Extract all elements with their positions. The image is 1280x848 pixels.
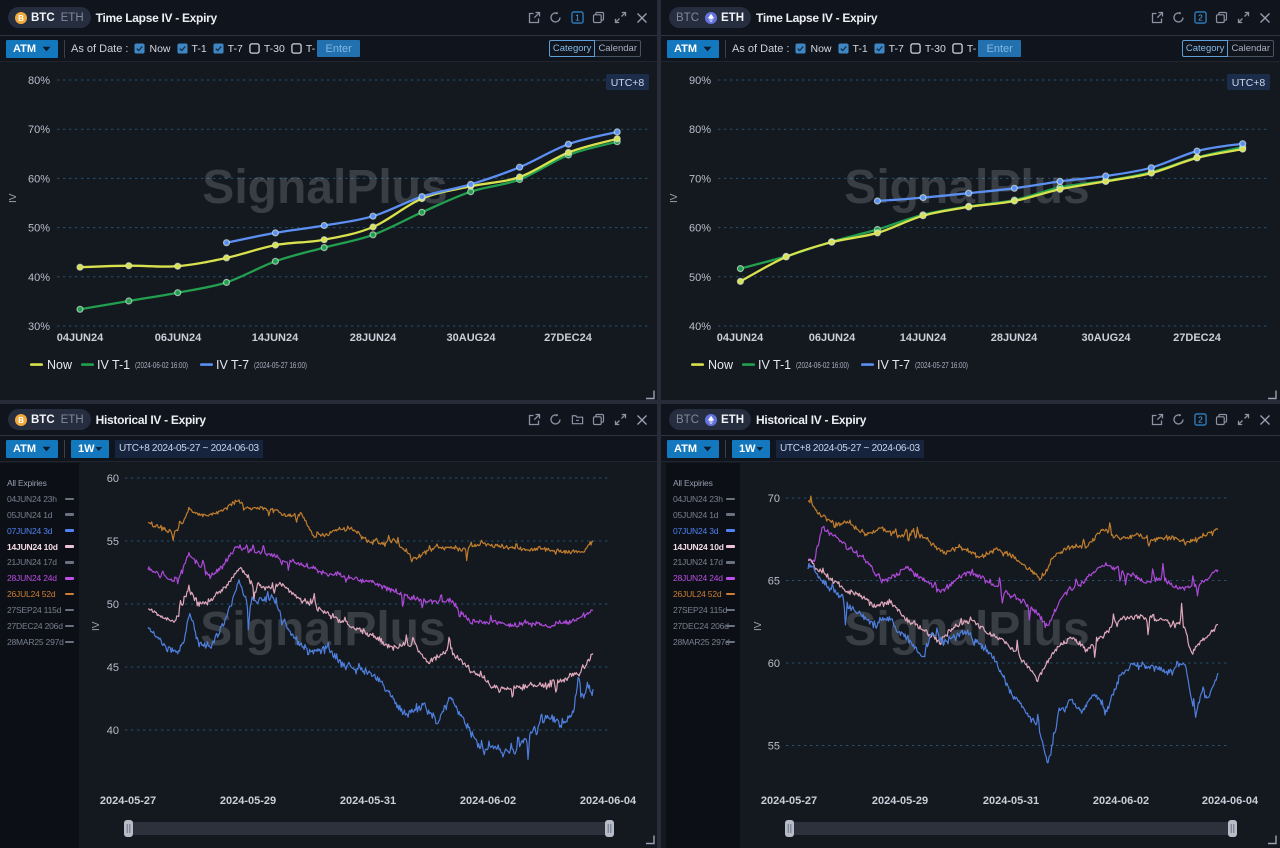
svg-text:(2024-05-27 16:00): (2024-05-27 16:00)	[915, 360, 968, 370]
svg-text:50: 50	[107, 599, 119, 611]
svg-text:45: 45	[107, 662, 119, 674]
svg-text:40%: 40%	[28, 272, 50, 284]
svg-text:40: 40	[107, 725, 119, 737]
svg-text:14JUN24: 14JUN24	[252, 332, 299, 344]
svg-text:55: 55	[768, 741, 780, 753]
svg-text:2024-05-27: 2024-05-27	[761, 795, 817, 807]
svg-text:2024-06-02: 2024-06-02	[460, 795, 516, 807]
svg-text:IV T-7: IV T-7	[877, 358, 910, 372]
svg-text:UTC+8: UTC+8	[1232, 77, 1266, 89]
svg-text:04JUN24: 04JUN24	[57, 332, 104, 344]
svg-text:60%: 60%	[689, 223, 711, 235]
svg-text:06JUN24: 06JUN24	[809, 332, 856, 344]
svg-text:1: 1	[575, 13, 580, 23]
svg-text:65: 65	[768, 576, 780, 588]
svg-text:2024-06-04: 2024-06-04	[1202, 795, 1259, 807]
svg-text:27DEC24: 27DEC24	[1173, 332, 1222, 344]
svg-text:Now: Now	[708, 358, 734, 372]
svg-text:30AUG24: 30AUG24	[1082, 332, 1132, 344]
svg-text:SignalPlus: SignalPlus	[202, 161, 447, 214]
svg-text:30%: 30%	[28, 321, 50, 333]
svg-text:80%: 80%	[28, 75, 50, 87]
svg-text:28JUN24: 28JUN24	[991, 332, 1038, 344]
svg-text:50%: 50%	[28, 223, 50, 235]
svg-text:(2024-06-02 16:00): (2024-06-02 16:00)	[796, 360, 849, 370]
svg-text:(2024-06-02 16:00): (2024-06-02 16:00)	[135, 360, 188, 370]
svg-text:30AUG24: 30AUG24	[447, 332, 497, 344]
svg-text:28JUN24: 28JUN24	[350, 332, 397, 344]
svg-text:55: 55	[107, 536, 119, 548]
svg-text:2024-06-02: 2024-06-02	[1093, 795, 1149, 807]
svg-text:70%: 70%	[689, 173, 711, 185]
svg-text:04JUN24: 04JUN24	[717, 332, 764, 344]
svg-text:2: 2	[1198, 415, 1203, 425]
svg-text:06JUN24: 06JUN24	[155, 332, 202, 344]
svg-text:B: B	[18, 416, 24, 425]
svg-text:2: 2	[1198, 13, 1203, 23]
svg-text:27DEC24: 27DEC24	[544, 332, 593, 344]
svg-text:IV: IV	[753, 621, 764, 631]
svg-text:IV T-7: IV T-7	[216, 358, 249, 372]
svg-text:(2024-05-27 16:00): (2024-05-27 16:00)	[254, 360, 307, 370]
svg-text:IV T-1: IV T-1	[758, 358, 791, 372]
svg-text:B: B	[18, 14, 24, 23]
svg-text:2024-05-31: 2024-05-31	[340, 795, 396, 807]
svg-text:2024-06-04: 2024-06-04	[580, 795, 637, 807]
svg-text:2024-05-31: 2024-05-31	[983, 795, 1039, 807]
svg-text:50%: 50%	[689, 272, 711, 284]
svg-text:80%: 80%	[689, 124, 711, 136]
svg-text:40%: 40%	[689, 321, 711, 333]
svg-text:14JUN24: 14JUN24	[900, 332, 947, 344]
svg-text:60%: 60%	[28, 173, 50, 185]
svg-text:60: 60	[768, 658, 780, 670]
svg-text:70: 70	[768, 493, 780, 505]
svg-text:SignalPlus: SignalPlus	[844, 603, 1089, 656]
svg-text:IV: IV	[91, 621, 102, 631]
svg-text:UTC+8: UTC+8	[611, 77, 645, 89]
svg-text:IV T-1: IV T-1	[97, 358, 130, 372]
svg-text:60: 60	[107, 473, 119, 485]
svg-text:IV: IV	[669, 193, 680, 203]
svg-text:2024-05-29: 2024-05-29	[872, 795, 928, 807]
svg-text:IV: IV	[8, 193, 19, 203]
svg-text:2024-05-27: 2024-05-27	[100, 795, 156, 807]
svg-text:Now: Now	[47, 358, 73, 372]
svg-text:2024-05-29: 2024-05-29	[220, 795, 276, 807]
svg-text:90%: 90%	[689, 75, 711, 87]
svg-text:70%: 70%	[28, 124, 50, 136]
